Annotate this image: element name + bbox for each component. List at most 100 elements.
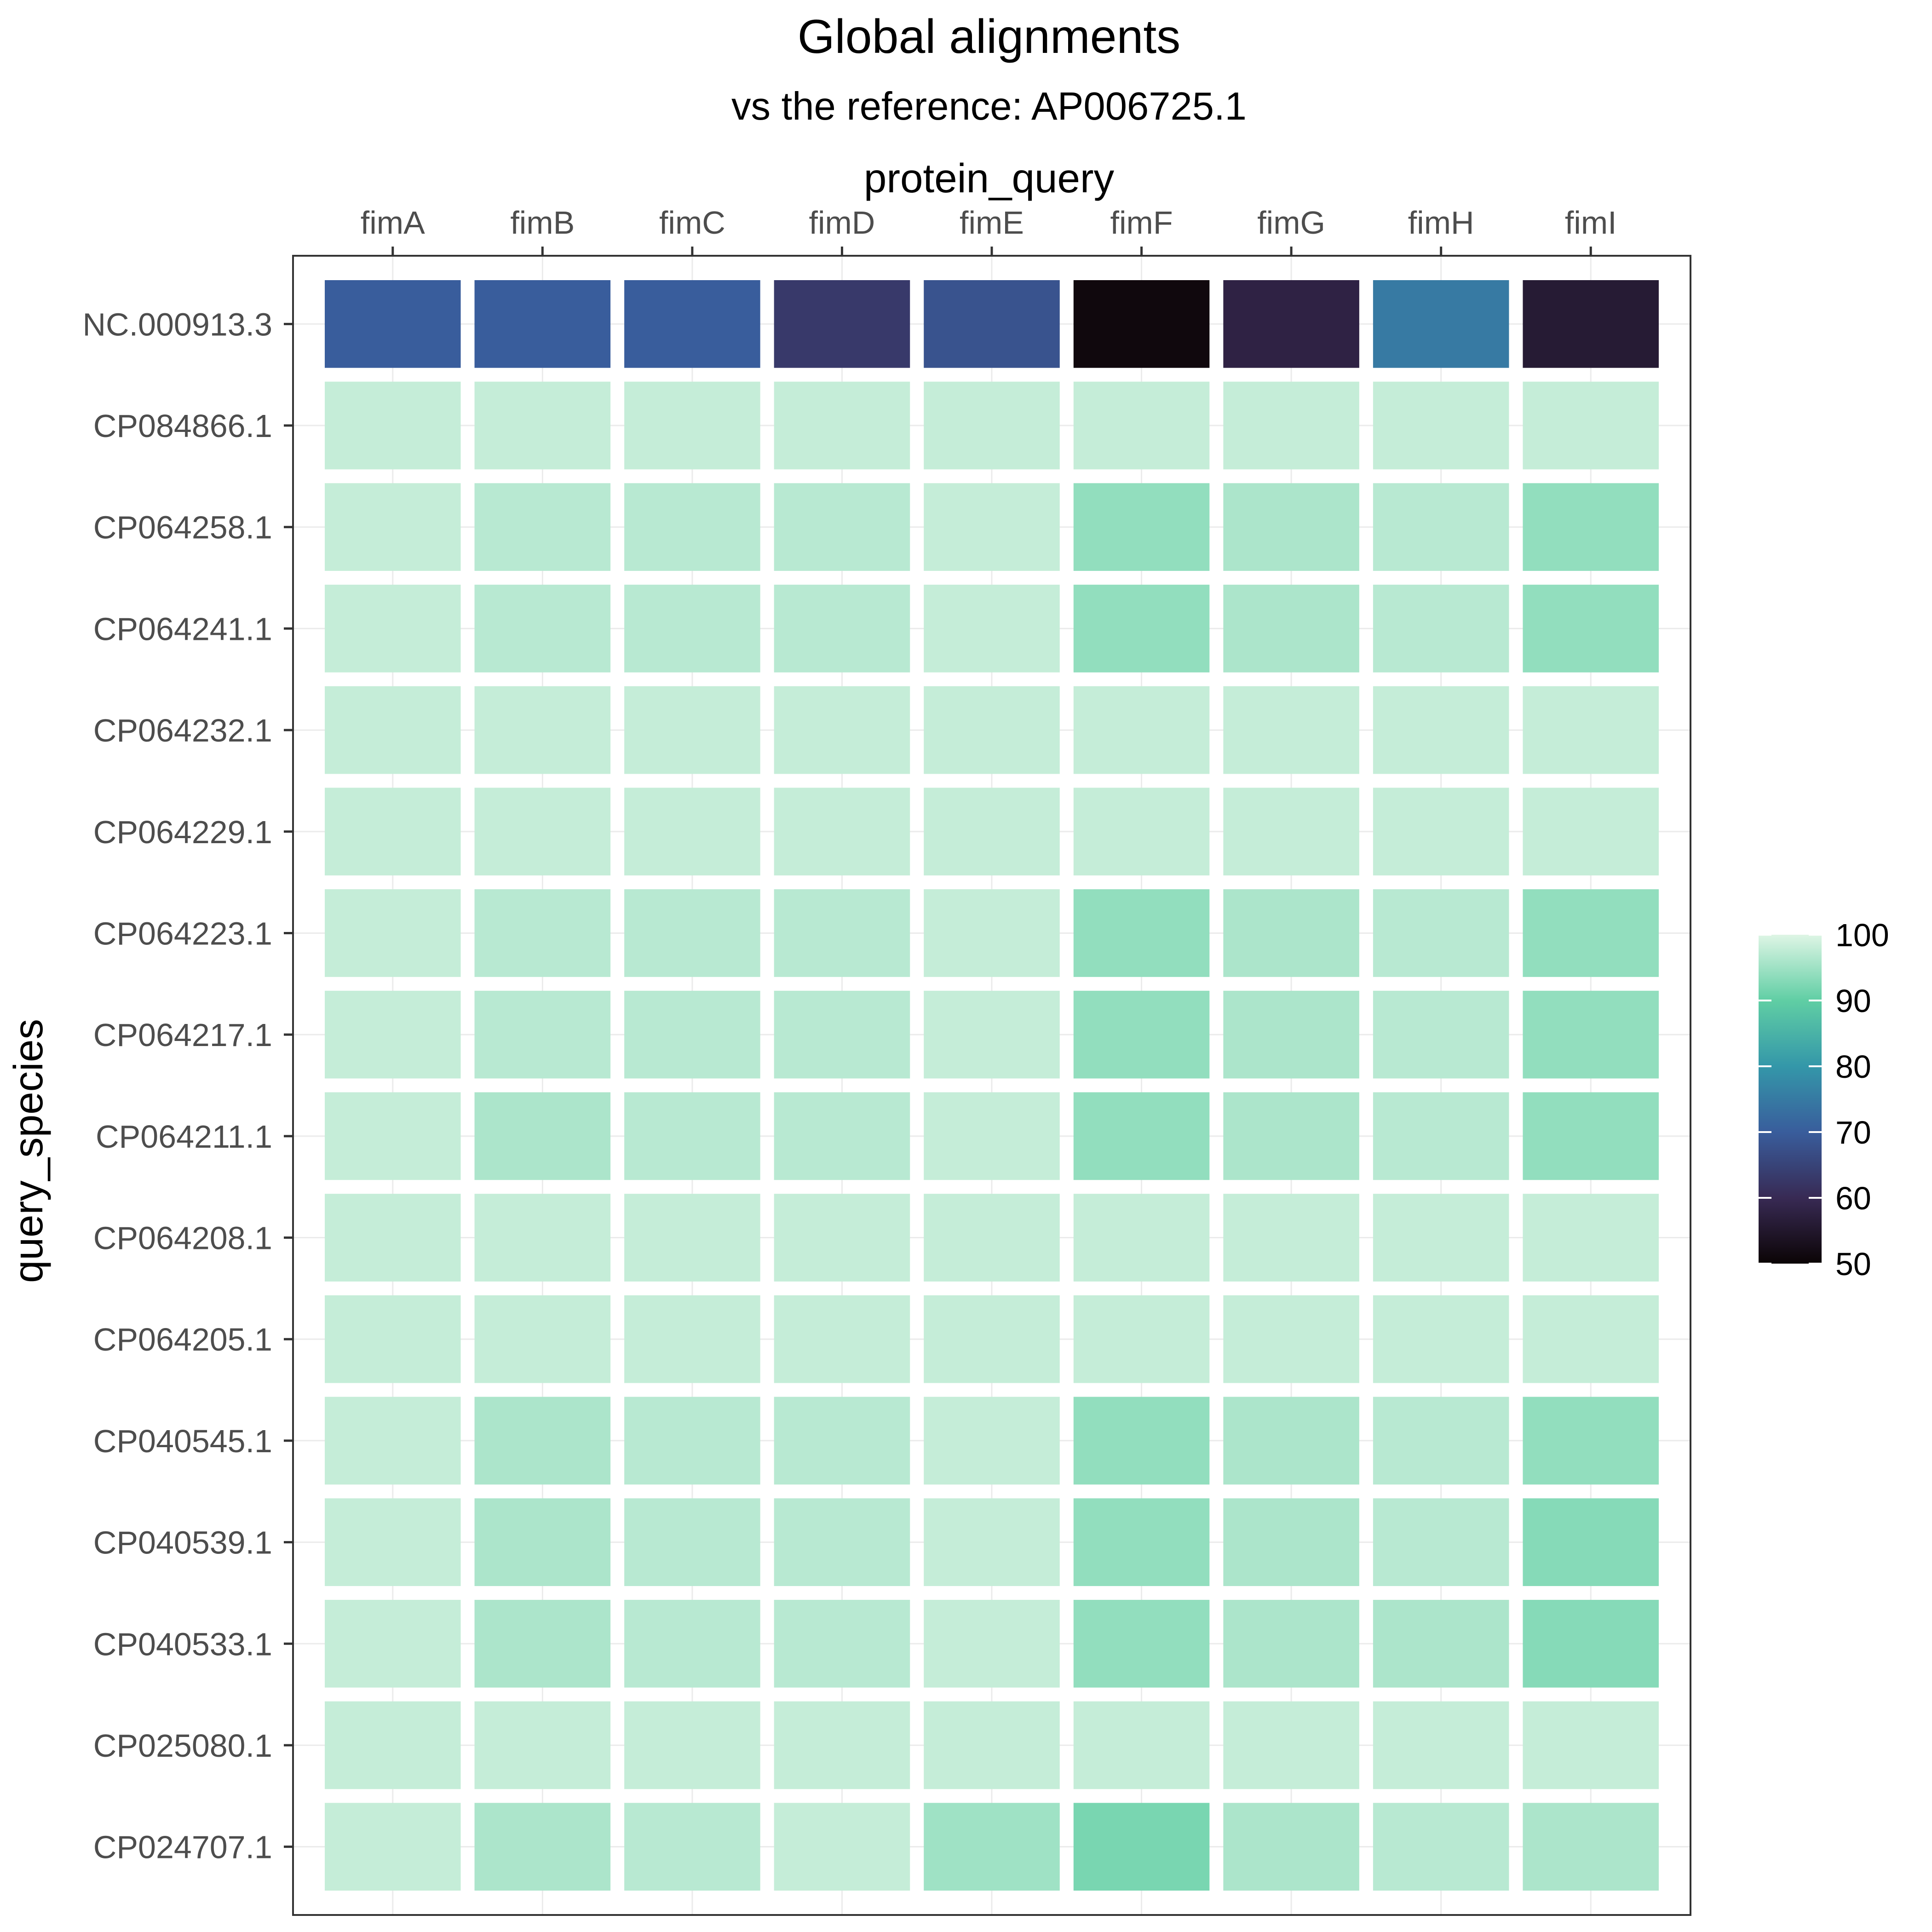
x-tick-label: fimG — [1257, 205, 1325, 241]
heatmap-cell — [1373, 889, 1509, 977]
heatmap-cell — [325, 1701, 461, 1789]
heatmap-cell — [325, 1295, 461, 1383]
heatmap-cell — [624, 280, 760, 368]
heatmap-cell — [1073, 686, 1210, 774]
heatmap-cell — [624, 1803, 760, 1891]
heatmap-cell — [1223, 1194, 1359, 1282]
heatmap-cell — [474, 381, 611, 470]
heatmap-cell — [474, 1397, 611, 1485]
heatmap-cell — [924, 585, 1060, 673]
heatmap-cell — [474, 1701, 611, 1789]
heatmap-cell — [325, 1498, 461, 1586]
legend-tick-label: 90 — [1835, 983, 1871, 1019]
heatmap-cell — [474, 990, 611, 1079]
heatmap-cell — [624, 585, 760, 673]
heatmap-cell — [325, 585, 461, 673]
heatmap-cell — [624, 990, 760, 1079]
heatmap-cell — [924, 1803, 1060, 1891]
heatmap-cell — [325, 483, 461, 571]
heatmap-cell — [325, 1599, 461, 1688]
heatmap-cell — [924, 483, 1060, 571]
y-tick-label: CP084866.1 — [93, 408, 272, 444]
heatmap-cell — [1073, 585, 1210, 673]
heatmap-cell — [474, 483, 611, 571]
heatmap-cell — [624, 1599, 760, 1688]
heatmap-cell — [1373, 1295, 1509, 1383]
heatmap-cell — [325, 1092, 461, 1180]
heatmap-cell — [325, 1194, 461, 1282]
y-tick-label: CP040539.1 — [93, 1525, 272, 1561]
y-tick-label: CP025080.1 — [93, 1728, 272, 1764]
heatmap-cell — [1073, 1092, 1210, 1180]
heatmap-cell — [1223, 686, 1359, 774]
x-tick-label: fimC — [659, 205, 725, 241]
heatmap-cell — [1223, 1397, 1359, 1485]
heatmap-cell — [1373, 280, 1509, 368]
heatmap-cell — [1073, 990, 1210, 1079]
heatmap-cell — [1223, 990, 1359, 1079]
heatmap-cell — [1523, 686, 1659, 774]
heatmap-cell — [624, 483, 760, 571]
heatmap-cell — [624, 381, 760, 470]
heatmap-cell — [1523, 483, 1659, 571]
heatmap-cell — [924, 788, 1060, 876]
heatmap-cell — [924, 990, 1060, 1079]
heatmap-cell — [924, 1701, 1060, 1789]
heatmap-cell — [1523, 1194, 1659, 1282]
heatmap-cell — [1523, 1397, 1659, 1485]
heatmap-cell — [1523, 280, 1659, 368]
heatmap-cell — [1223, 1599, 1359, 1688]
heatmap-cell — [924, 1397, 1060, 1485]
heatmap-cell — [624, 1092, 760, 1180]
heatmap-cell — [924, 280, 1060, 368]
legend-tick-label: 50 — [1835, 1246, 1871, 1282]
heatmap-cell — [1073, 483, 1210, 571]
y-tick-label: CP064208.1 — [93, 1220, 272, 1256]
heatmap-cell — [325, 280, 461, 368]
heatmap-cell — [1523, 1295, 1659, 1383]
x-axis-ticks: fimA fimB fimC fimD fimE fimF fimG fimH fimI — [361, 205, 1617, 256]
heatmap-cell — [624, 1701, 760, 1789]
legend-tick-label: 100 — [1835, 917, 1889, 953]
heatmap-cell — [474, 686, 611, 774]
heatmap-cell — [474, 1803, 611, 1891]
heatmap-cell — [924, 889, 1060, 977]
heatmap-cell — [924, 686, 1060, 774]
heatmap-cell — [1373, 585, 1509, 673]
y-tick-label: CP040545.1 — [93, 1423, 272, 1459]
y-tick-label: CP064217.1 — [93, 1017, 272, 1053]
heatmap-cell — [325, 889, 461, 977]
heatmap-cell — [774, 1295, 910, 1383]
heatmap-cell — [774, 686, 910, 774]
x-tick-label: fimE — [960, 205, 1024, 241]
heatmap-cell — [774, 1701, 910, 1789]
heatmap-cell — [774, 1397, 910, 1485]
y-axis-title: query_species — [5, 1019, 51, 1283]
heatmap-cell — [1523, 1498, 1659, 1586]
y-tick-label: CP064241.1 — [93, 611, 272, 647]
legend-colorbar — [1759, 935, 1822, 1264]
heatmap-cell — [624, 1498, 760, 1586]
heatmap-cell — [1523, 1803, 1659, 1891]
y-tick-label: CP064258.1 — [93, 510, 272, 546]
heatmap-cell — [924, 1194, 1060, 1282]
heatmap-cell — [774, 1599, 910, 1688]
legend-tick-label: 70 — [1835, 1115, 1871, 1150]
heatmap-cell — [1373, 990, 1509, 1079]
heatmap-cell — [325, 1803, 461, 1891]
x-tick-label: fimB — [510, 205, 575, 241]
legend-tick-label: 80 — [1835, 1049, 1871, 1085]
heatmap-cell — [1523, 1701, 1659, 1789]
heatmap-cell — [1523, 585, 1659, 673]
heatmap-cell — [774, 1194, 910, 1282]
heatmap-cell — [474, 1092, 611, 1180]
heatmap-cell — [1073, 788, 1210, 876]
heatmap-cell — [624, 889, 760, 977]
chart-title: Global alignments — [798, 10, 1180, 63]
heatmap-cell — [774, 990, 910, 1079]
heatmap-cell — [474, 1498, 611, 1586]
heatmap-cell — [1073, 1701, 1210, 1789]
heatmap-cell — [325, 990, 461, 1079]
heatmap-cell — [1223, 1803, 1359, 1891]
heatmap-cells — [325, 280, 1659, 1891]
